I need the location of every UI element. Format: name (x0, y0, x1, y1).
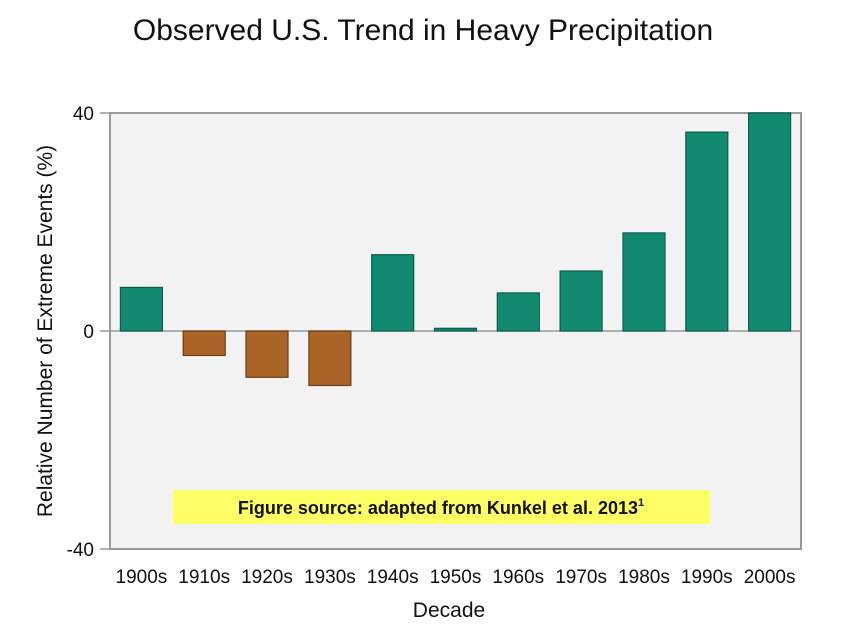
x-tick-label: 1970s (555, 567, 607, 588)
bar-1940s (371, 254, 415, 332)
bar-1910s (182, 330, 226, 357)
bar-1980s (622, 232, 666, 332)
y-tick-label: 0 (83, 322, 94, 343)
bar-1990s (685, 131, 729, 332)
x-tick-label: 1980s (618, 567, 670, 588)
bar-1950s (433, 327, 478, 332)
x-tick-label: 1920s (241, 567, 293, 588)
x-tick-label: 1990s (681, 567, 733, 588)
x-tick-label: 1910s (178, 567, 230, 588)
y-axis-label: Relative Number of Extreme Events (%) (34, 145, 57, 517)
x-tick-label: 1940s (367, 567, 419, 588)
annotation-superscript: 1 (638, 497, 644, 509)
bar-1930s (308, 330, 352, 387)
y-tick-label: 40 (73, 104, 94, 125)
bar-1900s (119, 286, 164, 332)
y-tick-label: -40 (67, 540, 94, 561)
annotation-main: Figure source: adapted from Kunkel et al… (238, 498, 638, 518)
x-tick-label: 2000s (744, 567, 796, 588)
x-tick-label: 1960s (492, 567, 544, 588)
bar-1970s (559, 270, 603, 332)
x-tick-label: 1900s (116, 567, 168, 588)
x-tick-label: 1950s (430, 567, 482, 588)
annotation-text: Figure source: adapted from Kunkel et al… (238, 497, 644, 518)
annotation-box (173, 490, 710, 524)
bar-2000s (747, 112, 792, 332)
x-axis-label: Decade (413, 599, 485, 622)
chart-title: Observed U.S. Trend in Heavy Precipitati… (133, 14, 713, 47)
bar-1920s (245, 330, 289, 378)
bar-1960s (496, 292, 540, 332)
x-tick-label: 1930s (304, 567, 356, 588)
